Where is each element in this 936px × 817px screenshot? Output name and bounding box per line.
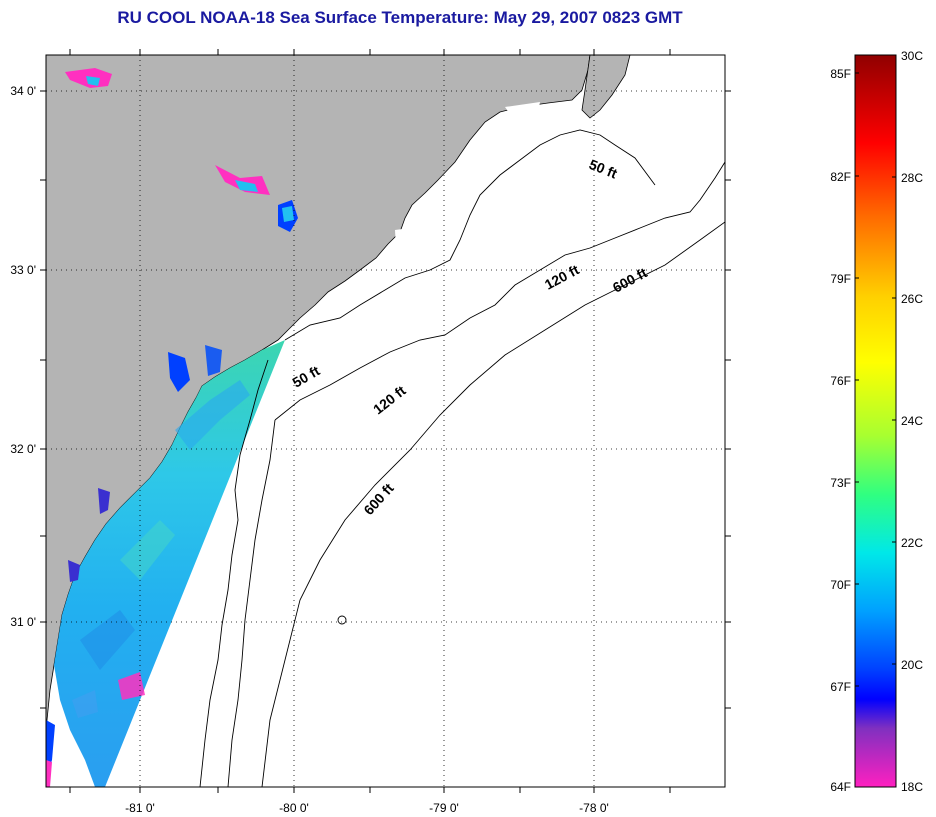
- contour-120ft: [274, 161, 725, 421]
- colorbar-c-label: 26C: [901, 292, 923, 306]
- contour-50ft: [284, 129, 656, 341]
- colorbar-f-label: 70F: [830, 578, 851, 592]
- lat-label-33: 33 0': [10, 263, 36, 277]
- axis-ticks: [40, 49, 731, 793]
- lon-label-81: -81 0': [125, 801, 155, 815]
- colorbar-f-label: 82F: [830, 170, 851, 184]
- lat-label-34: 34 0': [10, 84, 36, 98]
- lat-label-31: 31 0': [10, 615, 36, 629]
- sst-swath: [54, 340, 285, 787]
- map-title: RU COOL NOAA-18 Sea Surface Temperature:…: [117, 8, 683, 27]
- colorbar-f-label: 79F: [830, 272, 851, 286]
- colorbar-c-label: 28C: [901, 171, 923, 185]
- lon-label-78: -78 0': [579, 801, 609, 815]
- colorbar-f-label: 76F: [830, 374, 851, 388]
- colorbar-f-label: 67F: [830, 680, 851, 694]
- colorbar-c-label: 18C: [901, 780, 923, 794]
- lon-label-79: -79 0': [429, 801, 459, 815]
- colorbar-c-label: 20C: [901, 658, 923, 672]
- colorbar-f-label: 73F: [830, 476, 851, 490]
- lat-label-32: 32 0': [10, 442, 36, 456]
- colorbar-f-label: 85F: [830, 67, 851, 81]
- colorbar-c-label: 22C: [901, 536, 923, 550]
- map-frame: [45, 54, 726, 788]
- lon-label-80: -80 0': [279, 801, 309, 815]
- lat-lon-grid: [46, 55, 725, 787]
- temperature-colorbar: 85F 82F 79F 76F 73F 70F 67F 64F 30C 28C …: [830, 49, 923, 794]
- colorbar-c-label: 30C: [901, 49, 923, 63]
- contour-600ft: [261, 221, 725, 787]
- colorbar-f-label: 64F: [830, 780, 851, 794]
- colorbar-c-label: 24C: [901, 414, 923, 428]
